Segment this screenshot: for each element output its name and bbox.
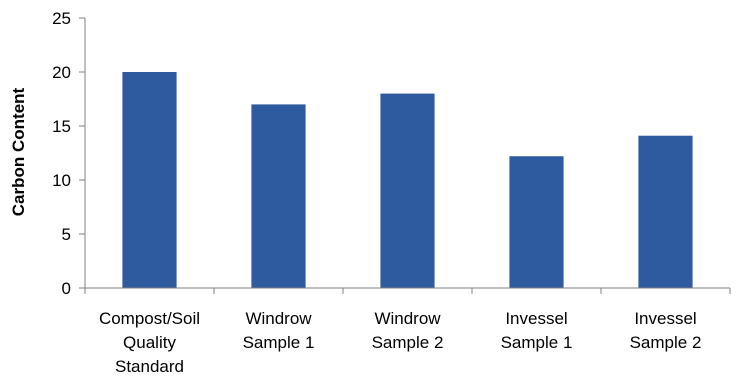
x-tick-label: Sample 1 [501,333,573,352]
bar [509,156,564,288]
x-tick-label: Sample 2 [630,333,702,352]
y-tick-label: 25 [52,9,71,28]
bar [122,72,177,288]
x-tick-label: Invessel [634,309,696,328]
x-tick-label: Compost/Soil [99,309,200,328]
y-tick-label: 10 [52,171,71,190]
y-axis: 0 5 10 15 20 25 [52,9,86,298]
x-tick-label: Sample 2 [372,333,444,352]
y-tick-label: 0 [62,279,71,298]
x-tick-label: Windrow [374,309,441,328]
x-tick-label: Windrow [245,309,312,328]
x-tick-label: Quality [123,333,176,352]
bar [638,135,693,288]
x-axis: Compost/Soil Quality Standard Windrow Sample… [84,287,731,376]
x-tick-label: Standard [115,357,184,376]
x-tick-label: Invessel [505,309,567,328]
y-tick-label: 15 [52,117,71,136]
y-axis-title: Carbon Content [9,87,28,216]
bar [251,104,306,289]
bar [380,93,435,288]
y-tick-label: 5 [62,225,71,244]
bars-group [122,72,693,289]
y-tick-label: 20 [52,63,71,82]
x-tick-label: Sample 1 [243,333,315,352]
